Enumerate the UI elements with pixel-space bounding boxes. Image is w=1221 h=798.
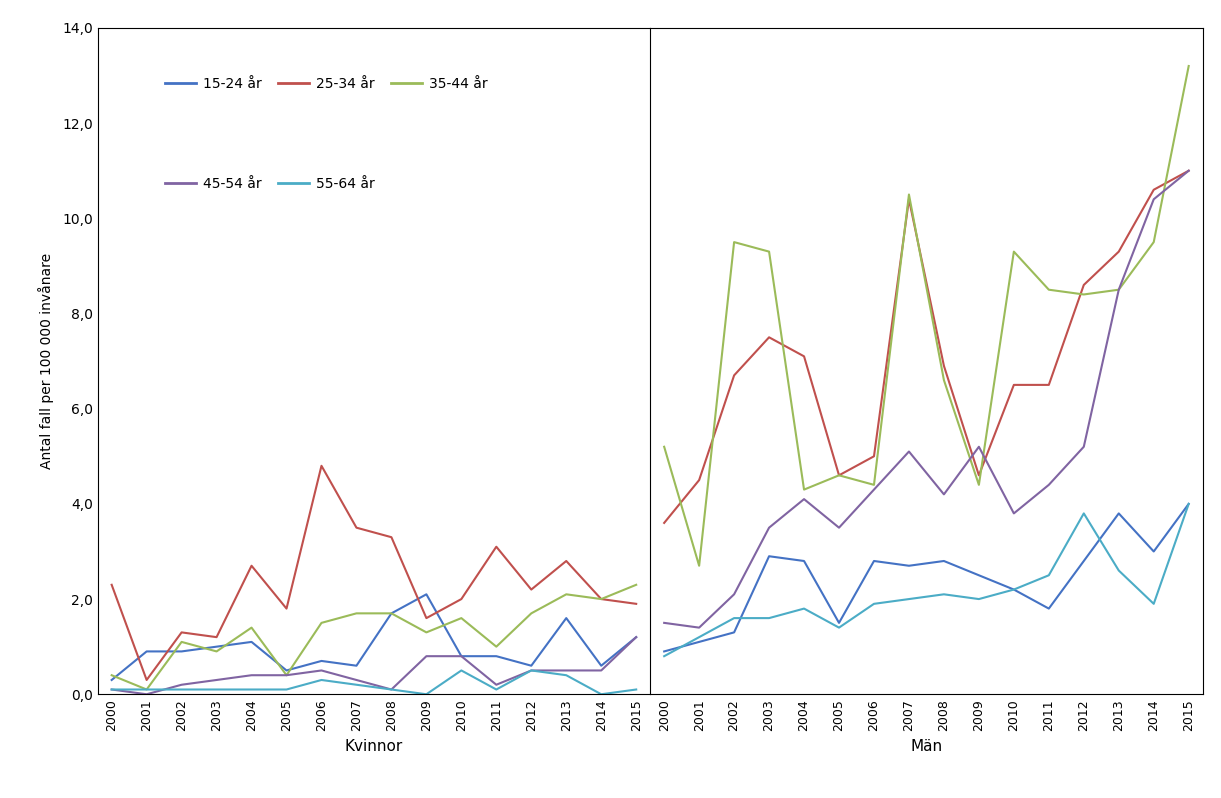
Legend: 45-54 år, 55-64 år: 45-54 år, 55-64 år <box>160 172 380 196</box>
X-axis label: Kvinnor: Kvinnor <box>344 739 403 754</box>
X-axis label: Män: Män <box>911 739 943 754</box>
Y-axis label: Antal fall per 100 000 invånare: Antal fall per 100 000 invånare <box>38 253 54 469</box>
